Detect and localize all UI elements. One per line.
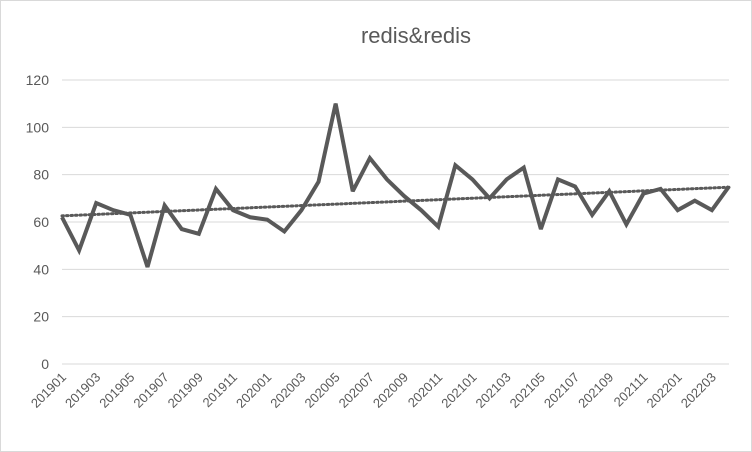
x-tick-label: 202203 (678, 370, 719, 411)
data-point (181, 228, 183, 230)
gridlines (62, 79, 729, 365)
x-tick-label: 202103 (472, 370, 513, 411)
x-tick-label: 202101 (438, 370, 479, 411)
y-tick-label: 100 (26, 119, 50, 135)
data-point (112, 209, 114, 211)
data-point (129, 214, 131, 216)
data-point (489, 197, 491, 199)
data-point (369, 157, 371, 159)
data-point (147, 266, 149, 268)
data-point (523, 167, 525, 169)
x-tick-label: 201911 (200, 370, 241, 411)
data-point (403, 195, 405, 197)
data-point (61, 216, 63, 218)
data-point (95, 202, 97, 204)
data-point (608, 190, 610, 192)
data-point (318, 181, 320, 183)
y-tick-label: 120 (26, 72, 50, 88)
data-point (249, 216, 251, 218)
x-tick-label: 201909 (165, 370, 206, 411)
y-tick-label: 60 (33, 214, 49, 230)
y-tick-label: 80 (33, 167, 49, 183)
data-point (574, 186, 576, 187)
x-tick-label: 202003 (267, 370, 308, 411)
y-tick-label: 20 (33, 309, 49, 325)
data-point (300, 209, 302, 211)
x-tick-label: 201901 (28, 370, 69, 411)
series-line (60, 103, 731, 268)
data-point (677, 209, 679, 211)
x-tick-label: 202007 (336, 370, 377, 411)
chart-title: redis&redis (361, 23, 471, 48)
data-point (266, 219, 268, 221)
data-point (283, 230, 285, 232)
y-axis-tick-labels: 0 20 40 60 80 100 120 (26, 72, 50, 372)
series-group (60, 103, 731, 268)
data-point (471, 178, 473, 180)
x-axis-tick-labels: 2019012019032019052019072019092019112020… (28, 370, 719, 411)
data-point (335, 103, 337, 105)
data-point (540, 228, 542, 230)
y-tick-label: 40 (33, 261, 49, 277)
x-tick-label: 202005 (301, 370, 342, 411)
x-tick-label: 202109 (575, 370, 616, 411)
data-point (454, 164, 456, 166)
data-point (164, 204, 166, 206)
x-tick-label: 202011 (405, 370, 446, 411)
x-tick-label: 201903 (62, 370, 103, 411)
data-point (386, 178, 388, 180)
x-tick-label: 202105 (507, 370, 548, 411)
trendline-group (60, 185, 731, 218)
data-point (78, 249, 80, 251)
x-tick-label: 202111 (611, 370, 651, 410)
data-point (352, 190, 354, 192)
data-point (198, 233, 200, 235)
trendline (60, 185, 731, 218)
data-point (642, 193, 644, 195)
data-point (506, 178, 508, 180)
data-point (728, 186, 730, 187)
x-tick-label: 202001 (233, 370, 274, 411)
data-point (437, 226, 439, 228)
x-tick-label: 202201 (644, 370, 685, 411)
y-tick-label: 0 (41, 356, 49, 372)
x-tick-label: 202107 (541, 370, 582, 411)
x-tick-label: 201907 (130, 370, 171, 411)
data-point (232, 209, 234, 211)
x-tick-label: 201905 (96, 370, 137, 411)
data-point (694, 200, 696, 202)
data-point (591, 214, 593, 216)
data-point (420, 209, 422, 211)
data-point (557, 178, 559, 180)
data-point (660, 188, 662, 190)
data-point (711, 209, 713, 211)
data-point (625, 223, 627, 225)
data-point (215, 188, 217, 190)
x-tick-label: 202009 (370, 370, 411, 411)
